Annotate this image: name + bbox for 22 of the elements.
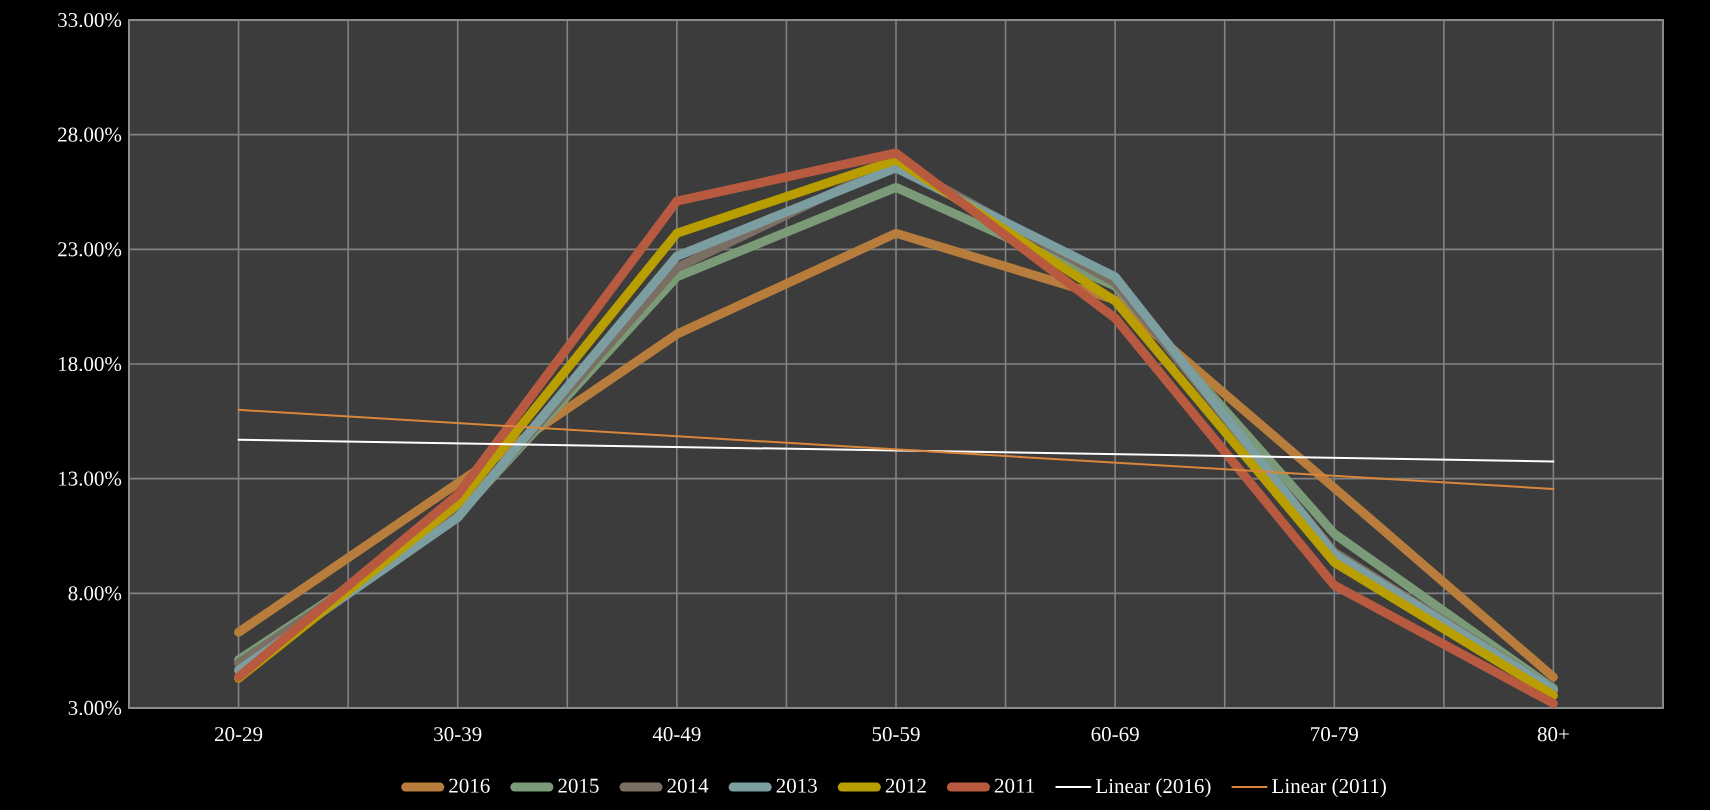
legend-label: Linear (2011): [1272, 778, 1386, 798]
x-tick-label: 70-79: [1311, 727, 1358, 742]
legend-label: Linear (2016): [1095, 778, 1211, 798]
legend-label: 2014: [667, 778, 709, 793]
x-tick-label: 30-39: [434, 727, 482, 742]
y-tick-label: 33.00%: [58, 12, 122, 28]
y-tick-label: 13.00%: [59, 471, 122, 486]
legend-label: 2013: [776, 778, 817, 793]
x-tick-label: 50-59: [872, 727, 920, 742]
y-tick-label: 8.00%: [68, 586, 122, 601]
x-tick-label: 80+: [1537, 727, 1569, 742]
legend-label: 2015: [558, 778, 599, 793]
x-tick-label: 40-49: [652, 727, 701, 742]
legend-label: 2016: [449, 778, 490, 793]
x-tick-label: 20-29: [214, 727, 263, 742]
legend-label: 2011: [994, 778, 1034, 793]
y-tick-label: 18.00%: [59, 356, 122, 372]
y-tick-label: 3.00%: [68, 700, 122, 716]
y-tick-label: 28.00%: [58, 127, 122, 142]
x-tick-label: 60-69: [1091, 727, 1139, 742]
legend-label: 2012: [885, 778, 926, 793]
y-tick-label: 23.00%: [58, 242, 122, 257]
